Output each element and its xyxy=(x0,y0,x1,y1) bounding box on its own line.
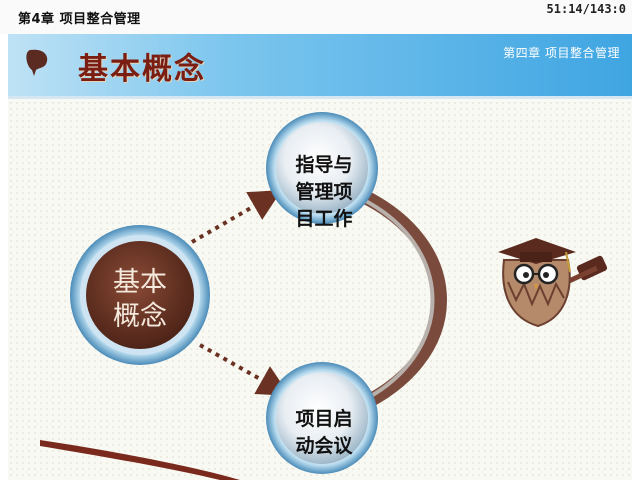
connector-arc-highlight xyxy=(354,194,435,406)
main-node-label: 基本 概念 xyxy=(95,266,185,334)
slide-header: 基本概念 第四章 项目整合管理 xyxy=(8,34,632,99)
decorative-swoosh xyxy=(40,440,240,480)
node-1-line-3: 目工作 xyxy=(295,208,353,230)
owl-graduate-with-gavel-icon xyxy=(498,238,608,328)
window-title-bar: 第4章 项目整合管理 51:14/143:0 xyxy=(0,0,632,34)
node-2-line-1: 项目启 xyxy=(295,408,353,430)
main-node[interactable] xyxy=(70,225,210,365)
node-2-label: 项目启 动会议 xyxy=(280,406,368,460)
speech-bubble-icon xyxy=(26,49,48,76)
node-1-line-2: 管理项 xyxy=(295,181,353,203)
node-2-line-2: 动会议 xyxy=(295,435,353,457)
main-node-line-2: 概念 xyxy=(113,301,167,332)
node-1-label: 指导与 管理项 目工作 xyxy=(280,152,368,233)
window-title: 第4章 项目整合管理 xyxy=(18,12,141,27)
node-1-line-1: 指导与 xyxy=(295,154,353,176)
node-kickoff-meeting[interactable] xyxy=(266,362,378,474)
slide-title: 基本概念 xyxy=(78,52,206,87)
arrow-to-node-1 xyxy=(190,189,282,244)
chapter-label: 第四章 项目整合管理 xyxy=(503,46,620,60)
arrow-to-node-2 xyxy=(199,343,290,396)
node-guide-manage-work[interactable] xyxy=(266,112,378,224)
main-node-line-1: 基本 xyxy=(113,267,167,298)
playback-timer: 51:14/143:0 xyxy=(546,2,626,16)
connector-arc xyxy=(343,183,447,417)
